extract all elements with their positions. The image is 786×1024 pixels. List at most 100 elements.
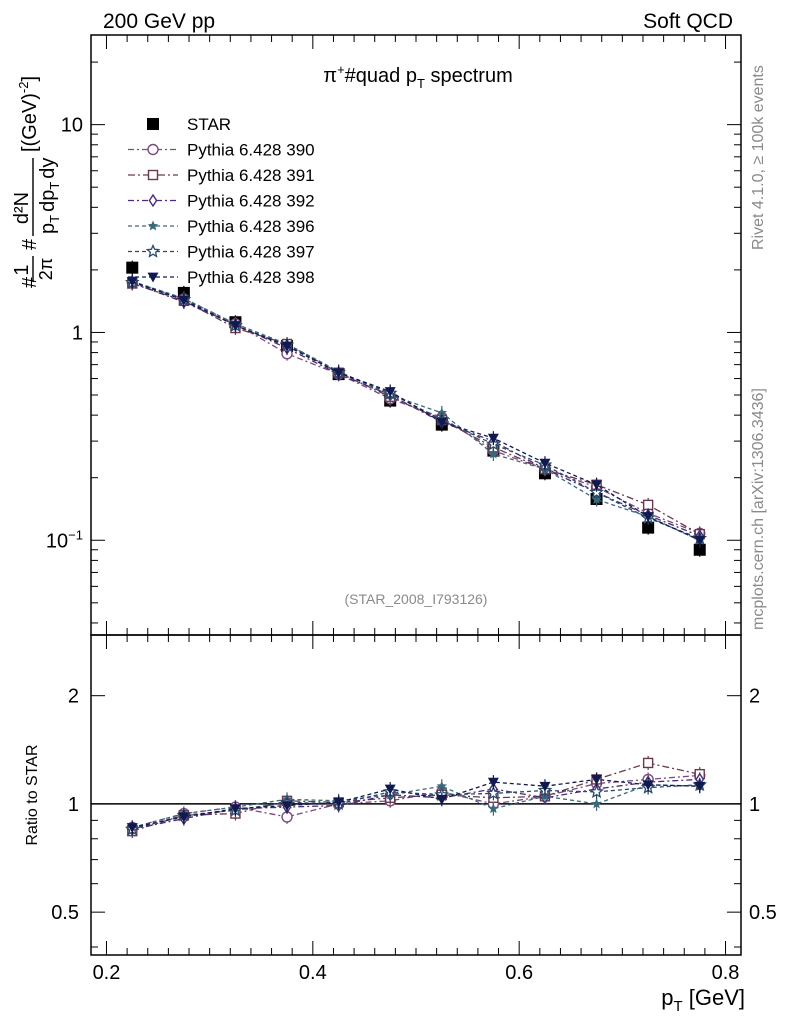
ylabel-unit: [(GeV)-2] <box>16 76 41 152</box>
data-point <box>384 387 396 397</box>
data-point <box>333 368 345 379</box>
legend: STAR Pythia 6.428 390 Pythia 6.428 391 Pyth… <box>128 115 315 287</box>
ratio-axis-ticks: 2 2 1 1 0.5 0.5 0.2 0.4 0.6 0.8 <box>51 686 777 984</box>
data-point <box>126 823 138 833</box>
legend-label: Pythia 6.428 396 <box>187 217 315 236</box>
data-point <box>178 812 190 823</box>
data-point <box>126 277 138 287</box>
data-point <box>642 521 655 534</box>
ratio-y-tick-label-right: 2 <box>749 686 760 708</box>
plot-title-sup: + <box>337 62 345 77</box>
data-point <box>436 794 448 805</box>
data-point <box>694 535 706 546</box>
data-point <box>642 757 654 769</box>
ylabel-unit-exp: -2 <box>16 82 31 94</box>
x-tick-label: 0.2 <box>93 962 121 984</box>
data-point <box>333 797 345 808</box>
legend-item: Pythia 6.428 391 <box>128 166 315 185</box>
legend-label: Pythia 6.428 390 <box>187 141 315 160</box>
legend-marker <box>145 243 161 258</box>
series-pythia-6-428-391 <box>127 755 705 839</box>
main-axis-ticks: 10 1 10−1 <box>46 35 741 955</box>
header-right: Soft QCD <box>643 10 733 33</box>
legend-label: STAR <box>187 115 231 134</box>
ratio-y-tick-label-left: 0.5 <box>51 902 79 924</box>
series-line <box>132 774 700 829</box>
series-line <box>132 778 700 830</box>
series-line <box>132 282 700 537</box>
series-line <box>132 280 700 541</box>
data-point <box>642 512 654 523</box>
ylabel-unit-text: [(GeV) <box>19 93 41 152</box>
series-pythia-6-428-390 <box>126 768 706 835</box>
xlabel-main: p <box>661 985 673 1010</box>
legend-marker <box>147 118 159 130</box>
series-line <box>132 778 700 829</box>
ylabel-unit-close: ] <box>19 76 41 82</box>
series-pythia-6-428-398 <box>126 772 706 835</box>
plot-title-sub: T <box>417 76 425 91</box>
legend-marker <box>147 169 159 181</box>
legend-label: Pythia 6.428 398 <box>187 268 315 287</box>
data-point <box>591 775 603 785</box>
data-point <box>488 448 499 459</box>
xlabel-sub: T <box>673 998 682 1015</box>
data-point <box>229 321 241 332</box>
x-tick-label: 0.8 <box>712 962 740 984</box>
data-point <box>589 784 604 799</box>
data-point <box>591 480 603 491</box>
series-line <box>132 281 700 540</box>
x-tick-label: 0.4 <box>299 962 327 984</box>
data-point <box>436 417 448 428</box>
series-line <box>132 784 700 829</box>
data-point <box>229 804 241 815</box>
data-point <box>281 341 293 352</box>
ylabel-hash-2: # <box>19 238 41 250</box>
legend-item: Pythia 6.428 390 <box>128 141 315 160</box>
data-point <box>178 295 190 306</box>
header-left: 200 GeV pp <box>103 10 215 33</box>
main-data-series <box>124 260 708 557</box>
data-point <box>487 433 499 444</box>
ratio-panel-frame <box>90 634 742 956</box>
ylabel-d2n: d²N <box>11 192 33 224</box>
main-y-axis-label: # 1 2π # d²N pTdpTdy [(GeV)-2] <box>11 76 62 288</box>
ratio-y-tick-label-right: 1 <box>749 794 760 816</box>
plot-title: π+#quad pT spectrum <box>323 62 512 91</box>
ylabel-denom-sub-2: T <box>47 182 62 190</box>
data-point <box>539 781 551 792</box>
ratio-y-axis-label: Ratio to STAR <box>24 744 41 845</box>
data-point <box>486 785 501 800</box>
ylabel-denom-sub: T <box>47 215 62 223</box>
legend-item: Pythia 6.428 398 <box>128 268 315 287</box>
ratio-y-tick-label-left: 2 <box>68 686 79 708</box>
ylabel-denominator: pTdpTdy <box>37 158 62 234</box>
ratio-data-series <box>124 755 707 839</box>
ylabel-two-pi: 2π <box>36 258 56 280</box>
analysis-watermark: (STAR_2008_I793126) <box>345 591 488 607</box>
data-point <box>591 798 602 809</box>
plot-title-main: π <box>323 65 337 87</box>
legend-item: STAR <box>147 115 231 134</box>
plot-title-tail: spectrum <box>425 65 513 87</box>
x-tick-label: 0.6 <box>505 962 533 984</box>
data-point <box>488 803 499 814</box>
data-point <box>694 781 706 792</box>
series-line <box>132 784 700 830</box>
data-point <box>281 801 293 811</box>
series-pythia-6-428-398 <box>126 274 706 548</box>
data-point <box>589 484 604 499</box>
legend-label: Pythia 6.428 391 <box>187 166 315 185</box>
ylabel-hash-1: # <box>19 276 41 288</box>
legend-marker <box>147 272 159 283</box>
data-point <box>126 261 139 274</box>
ratio-y-tick-label-left: 1 <box>68 794 79 816</box>
x-axis-label: pT [GeV] <box>661 985 745 1015</box>
ylabel-one: 1 <box>11 264 33 275</box>
ylabel-denom-dp: dp <box>37 190 59 212</box>
side-mcplots-label: mcplots.cern.ch [arXiv:1306.3436] <box>750 388 767 630</box>
ylabel-denom-p: p <box>37 223 59 234</box>
data-point <box>693 543 706 556</box>
legend-item: Pythia 6.428 396 <box>128 217 315 236</box>
